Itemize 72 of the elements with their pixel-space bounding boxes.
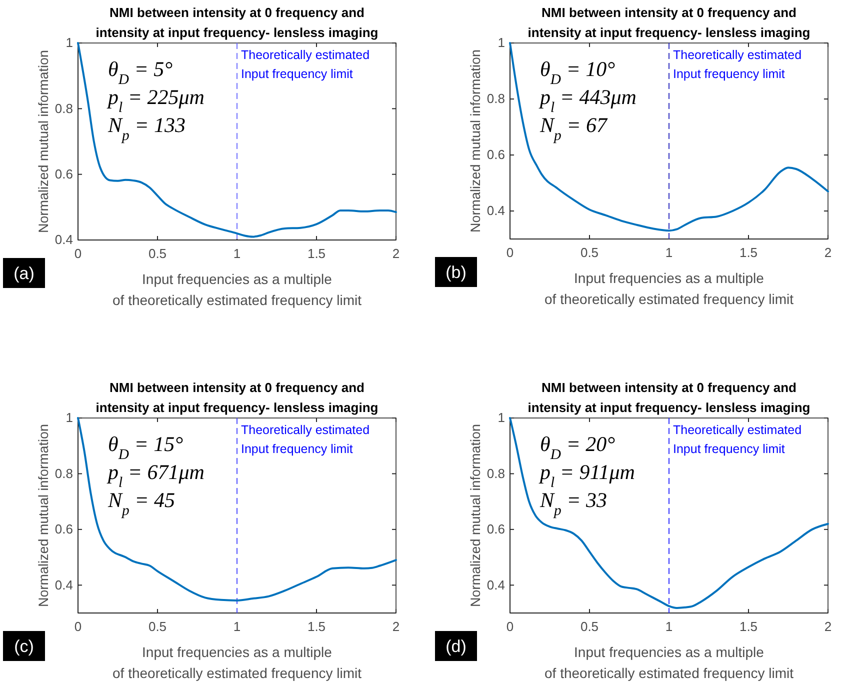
- chart-title: NMI between intensity at 0 frequency and intensity at input frequency- lensless imaging: [96, 380, 378, 415]
- x-axis-title: Input frequencies as a multiple of theoretically estimated frequency limit: [112, 271, 362, 308]
- ref-line-label: Theoretically estimated Input frequency limit: [241, 423, 370, 456]
- annotation: p$_{l}$ = 225μm: [106, 85, 204, 116]
- x-tick-label: 1.5: [307, 246, 326, 262]
- x-tick-label: 0: [74, 619, 82, 634]
- x-tick-label: 1.5: [739, 619, 758, 634]
- y-tick-label: 0.4: [54, 577, 73, 592]
- y-tick-label: 0.6: [54, 166, 73, 182]
- x-tick-label: 1: [233, 246, 241, 262]
- x-tick-label: 2: [392, 619, 400, 634]
- x-tick-label: 2: [824, 619, 832, 634]
- x-tick-label: 0.5: [580, 619, 599, 634]
- x-tick-label: 0.5: [148, 246, 167, 262]
- ref-line-label: Theoretically estimated Input frequency limit: [673, 48, 802, 81]
- y-tick-label: 0.8: [54, 100, 73, 116]
- x-tick-label: 1.5: [307, 619, 326, 634]
- annotation: N$_{p}$ = 33: [539, 488, 608, 519]
- x-tick-label: 1: [665, 245, 673, 260]
- text: (d): [446, 637, 466, 656]
- x-tick-label: 0: [506, 619, 514, 634]
- y-tick-label: 0.6: [486, 147, 505, 162]
- y-tick-label: 0.4: [486, 203, 505, 218]
- x-tick-label: 2: [824, 245, 832, 260]
- text: (b): [446, 263, 466, 282]
- ref-line-label: Theoretically estimated Input frequency limit: [673, 423, 802, 456]
- x-tick-label: 1: [233, 619, 241, 634]
- x-tick-label: 0: [74, 246, 82, 262]
- y-axis-title: Normalized mutual information: [468, 49, 483, 233]
- chart-title: NMI between intensity at 0 frequency and intensity at input frequency- lensless imaging: [528, 5, 810, 40]
- y-tick-label: 0.6: [486, 522, 505, 537]
- annotation: N$_{p}$ = 133: [107, 113, 186, 144]
- y-tick-label: 1: [498, 35, 505, 50]
- text: (a): [14, 264, 34, 283]
- chart-title: NMI between intensity at 0 frequency and intensity at input frequency- lensless imaging: [528, 380, 810, 415]
- x-tick-label: 0: [506, 245, 514, 260]
- text: (c): [14, 637, 34, 656]
- y-tick-label: 1: [66, 35, 73, 50]
- line-series: [509, 42, 829, 232]
- y-axis-title: Normalized mutual information: [36, 50, 51, 234]
- x-axis-title: Input frequencies as a multiple of theoretically estimated frequency limit: [112, 644, 362, 681]
- line-series: [77, 42, 397, 238]
- ref-line-label: Theoretically estimated Input frequency limit: [241, 48, 370, 81]
- x-tick-label: 0.5: [580, 245, 599, 260]
- annotation: θ$_{D}$ = 15°: [108, 432, 184, 463]
- annotation: θ$_{D}$ = 20°: [540, 432, 616, 463]
- y-axis-title: Normalized mutual information: [36, 424, 51, 608]
- y-tick-label: 0.8: [486, 466, 505, 481]
- y-tick-label: 0.4: [54, 232, 73, 248]
- annotation: N$_{p}$ = 45: [107, 488, 176, 519]
- y-tick-label: 0.6: [54, 522, 73, 537]
- chart-title: NMI between intensity at 0 frequency and intensity at input frequency- lensless imaging: [96, 5, 378, 40]
- x-tick-label: 0.5: [148, 619, 167, 634]
- annotation: N$_{p}$ = 67: [539, 113, 609, 144]
- annotation: θ$_{D}$ = 5°: [108, 57, 174, 88]
- x-tick-label: 2: [392, 246, 400, 262]
- y-tick-label: 1: [66, 410, 73, 426]
- annotation: p$_{l}$ = 671μm: [106, 460, 204, 491]
- annotation: p$_{l}$ = 443μm: [538, 85, 636, 116]
- x-tick-label: 1: [665, 619, 673, 634]
- y-tick-label: 0.8: [54, 466, 73, 481]
- line-series: [509, 417, 829, 609]
- y-axis-title: Normalized mutual information: [468, 424, 483, 608]
- line-series: [77, 417, 397, 602]
- y-tick-label: 0.8: [486, 91, 505, 106]
- y-tick-label: 1: [498, 410, 505, 426]
- annotation: θ$_{D}$ = 10°: [540, 57, 616, 88]
- x-axis-title: Input frequencies as a multiple of theoretically estimated frequency limit: [544, 270, 794, 307]
- x-tick-label: 1.5: [739, 245, 758, 260]
- x-axis-title: Input frequencies as a multiple of theoretically estimated frequency limit: [544, 644, 794, 681]
- annotation: p$_{l}$ = 911μm: [538, 460, 635, 491]
- y-tick-label: 0.4: [486, 577, 505, 592]
